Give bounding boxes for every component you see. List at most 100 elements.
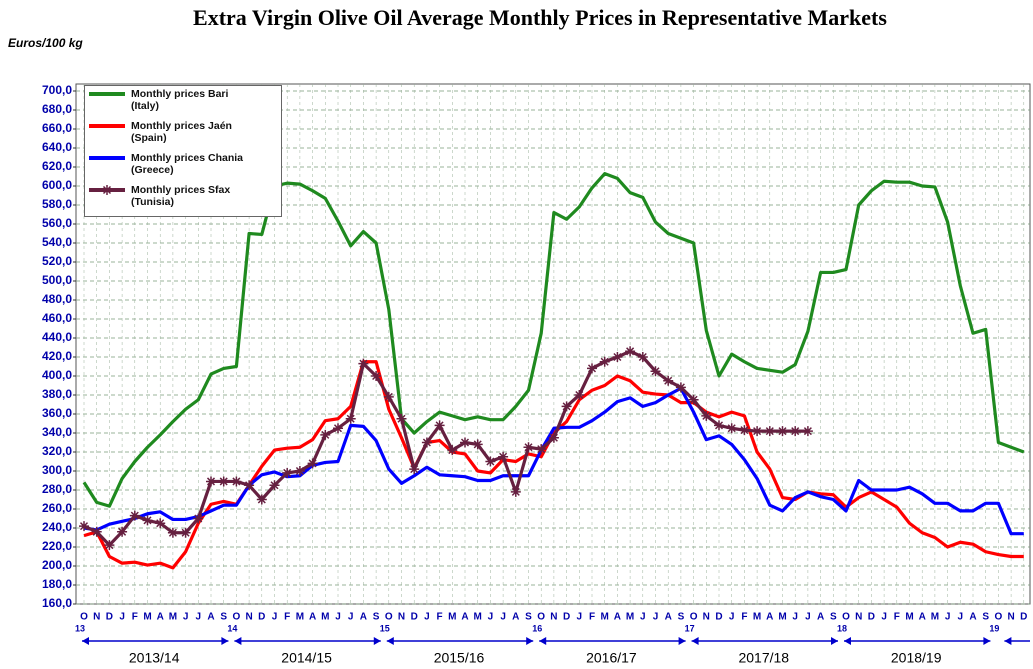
star-marker [688,394,699,405]
x-tick-label: M [169,612,177,623]
x-tick-label: A [512,612,519,623]
year-label: 19 [989,623,999,633]
star-marker [612,352,623,362]
x-tick-label: A [309,612,316,623]
legend-entry: Monthly prices Bari (Italy) [89,88,277,120]
x-tick-label: N [398,612,405,623]
star-marker [802,426,813,437]
x-tick-label: O [995,612,1003,623]
x-tick-label: A [665,612,672,623]
season-label: 2015/16 [434,650,485,666]
y-tick-label: 260,0 [42,501,72,515]
star-marker [764,426,775,437]
star-marker [548,432,559,443]
star-marker [498,451,509,462]
star-marker [396,413,407,424]
star-marker [587,363,597,374]
x-tick-label: J [729,612,735,623]
y-tick-label: 300,0 [42,463,72,477]
x-tick-label: F [437,612,443,623]
y-tick-label: 540,0 [42,235,72,249]
star-marker [180,527,191,538]
x-tick-label: M [753,612,761,623]
x-tick-label: J [881,612,887,623]
star-marker [358,358,369,369]
star-marker [155,518,166,529]
x-tick-label: M [296,612,304,623]
x-tick-label: F [132,612,138,623]
x-tick-label: A [919,612,926,623]
star-marker [371,371,382,381]
star-marker [104,540,115,551]
x-tick-label: D [106,612,113,623]
season-label: 2016/17 [586,650,637,666]
x-tick-label: A [360,612,367,623]
x-tick-label: A [766,612,773,623]
star-marker [777,426,788,437]
x-tick-label: S [525,612,532,623]
star-marker [79,521,89,532]
x-tick-label: F [284,612,290,623]
legend: Monthly prices Bari (Italy) Monthly price… [84,85,282,217]
y-tick-label: 340,0 [42,425,72,439]
y-tick-label: 460,0 [42,311,72,325]
legend-swatch [89,124,125,128]
year-label: 15 [380,623,390,633]
x-tick-label: N [1007,612,1014,623]
star-marker [256,494,267,505]
season-label: 2013/14 [129,650,180,666]
x-tick-label: J [958,612,964,623]
star-marker [675,382,686,393]
star-marker [485,456,496,467]
x-tick-label: M [143,612,151,623]
x-tick-label: O [842,612,850,623]
x-tick-label: J [577,612,583,623]
x-tick-label: O [233,612,241,623]
x-tick-label: N [703,612,710,623]
star-marker [574,390,585,400]
x-tick-label: S [678,612,685,623]
star-marker [409,464,420,475]
x-tick-label: M [321,612,329,623]
year-label: 14 [227,623,237,633]
x-tick-label: J [792,612,798,623]
x-tick-label: M [448,612,456,623]
axis: 160,0 180,0 200,0 220,0 240,0 260,0 280,0 300,0… [42,83,1030,666]
x-tick-label: O [537,612,545,623]
y-tick-label: 280,0 [42,482,72,496]
x-tick-label: A [614,612,621,623]
x-tick-label: S [220,612,227,623]
x-tick-label: N [550,612,557,623]
star-marker [726,423,737,434]
legend-swatch [89,185,125,195]
x-tick-label: N [855,612,862,623]
year-label: 13 [75,623,85,633]
y-tick-label: 220,0 [42,539,72,553]
x-tick-label: S [982,612,989,623]
x-tick-label: M [474,612,482,623]
y-tick-label: 620,0 [42,159,72,173]
star-marker [294,466,305,476]
y-tick-label: 180,0 [42,577,72,591]
x-tick-label: F [589,612,595,623]
legend-swatch [89,156,125,160]
star-marker [206,476,216,487]
x-tick-label: D [258,612,265,623]
y-tick-label: 380,0 [42,387,72,401]
star-marker [383,391,394,402]
y-tick-label: 700,0 [42,83,72,97]
y-tick-label: 420,0 [42,349,72,363]
x-tick-label: D [868,612,875,623]
y-tick-label: 320,0 [42,444,72,458]
y-tick-label: 640,0 [42,140,72,154]
x-tick-label: J [653,612,659,623]
y-axis-label: Euros/100 kg [8,36,83,50]
star-marker [701,410,712,421]
legend-label: Monthly prices Jaén (Spain) [131,120,232,144]
x-tick-label: J [945,612,951,623]
star-marker [421,437,432,448]
y-tick-label: 400,0 [42,368,72,382]
legend-swatch [89,92,125,96]
